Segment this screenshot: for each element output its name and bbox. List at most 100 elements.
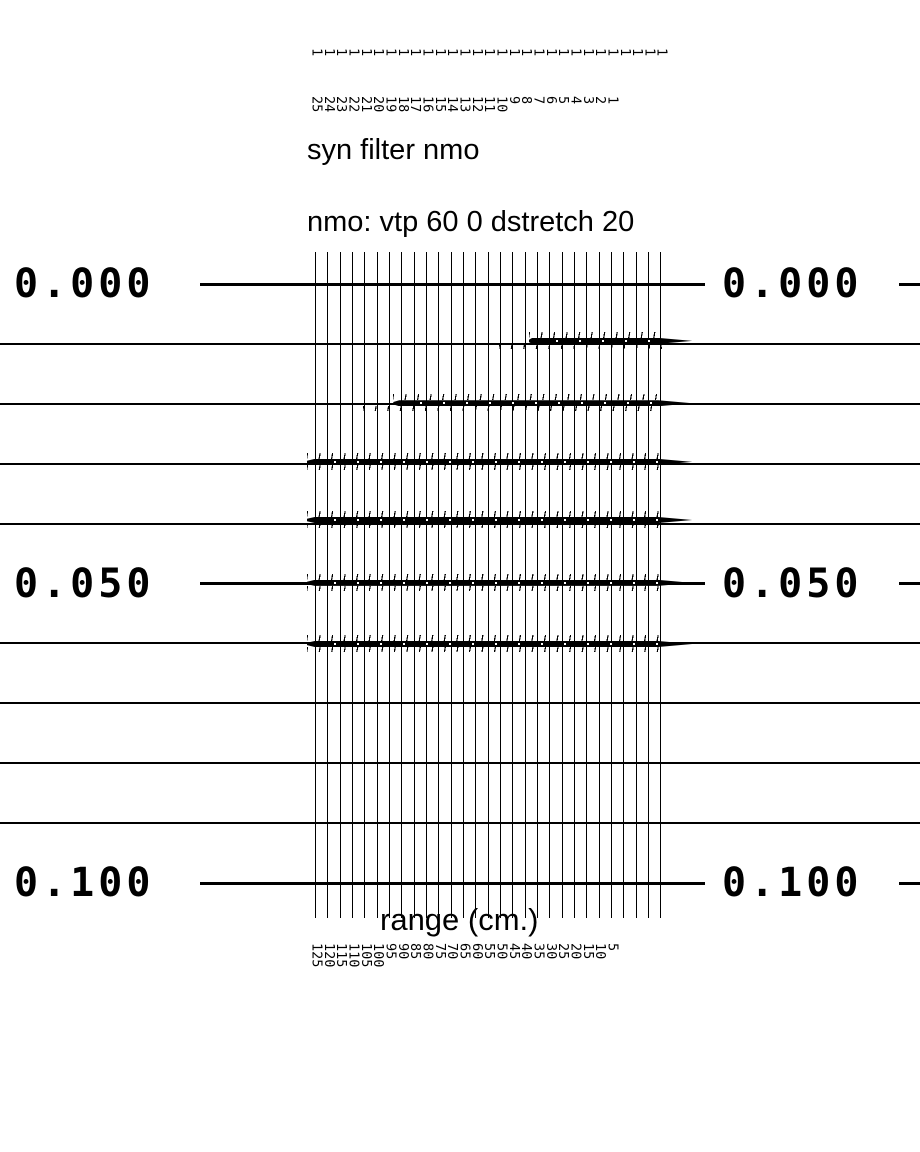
trace-header-label-top: 1 [542,48,559,57]
trace-header-label-top: 1 [431,48,448,57]
trace-range-label: 40 [518,943,535,960]
trace-range-label: 10 [592,943,609,960]
trace-header-label-mid: 5 [555,96,572,105]
trace-header-label-top: 1 [567,48,584,57]
trace-range-label: 95 [382,943,399,960]
trace-header-label-top: 1 [579,48,596,57]
wiggle-event-ticks-below [307,464,663,470]
trace-range-label: 110 [345,943,362,968]
trace-range-label: 35 [530,943,547,960]
wiggle-event-gaps [313,519,659,521]
plot-title: syn filter nmo [307,134,480,166]
trace-range-label: 100 [370,943,387,968]
trace-range-label: 15 [579,943,596,960]
trace-header-label-top: 1 [419,48,436,57]
trace-range-label: 85 [407,943,424,960]
trace-range-label: 125 [308,943,325,968]
y-axis-label-left-0.000: 0.000 [14,261,155,307]
trace-range-label: 30 [542,943,559,960]
wiggle-event-gaps [399,402,659,405]
trace-header-label-mid: 13 [456,96,473,113]
trace-header-label-mid: 1 [604,96,621,105]
trace-header-label-top: 1 [555,48,572,57]
trace-header-label-top: 1 [345,48,362,57]
gridline [0,762,920,765]
trace-header-label-top: 1 [407,48,424,57]
trace-header-label-mid: 8 [518,96,535,105]
trace-header-label-top: 1 [370,48,387,57]
trace-header-label-mid: 21 [357,96,374,113]
trace-header-label-top: 1 [456,48,473,57]
trace-header-label-mid: 12 [468,96,485,113]
wiggle-event-ticks-above [307,634,663,641]
y-axis-label-right-0.000: 0.000 [722,261,863,307]
trace-header-label-mid: 17 [407,96,424,113]
trace-header-label-top: 1 [592,48,609,57]
y-axis-label-right-0.100: 0.100 [722,860,863,906]
trace-header-label-mid: 25 [308,96,325,113]
trace-header-label-mid: 9 [505,96,522,105]
wiggle-event-ticks-above [307,573,663,580]
trace-range-label: 60 [468,943,485,960]
wiggle-event-ticks-below [307,646,663,652]
wiggle-event-ticks-above [528,331,663,338]
trace-header-label-top: 1 [333,48,350,57]
trace-range-label: 105 [357,943,374,968]
wiggle-event-gaps [313,581,659,584]
trace-header-label-top: 1 [444,48,461,57]
trace-range-label: 50 [493,943,510,960]
trace-range-label: 75 [431,943,448,960]
trace-header-label-top: 1 [530,48,547,57]
wiggle-event-ticks-above [307,511,663,517]
trace-header-label-top: 1 [518,48,535,57]
trace-header-label-top: 1 [641,48,658,57]
trace-header-label-top: 1 [481,48,498,57]
wiggle-event-ticks-below [307,523,663,528]
trace-range-label: 55 [481,943,498,960]
gridline [0,822,920,825]
trace-range-label: 120 [320,943,337,968]
trace-header-label-mid: 3 [579,96,596,105]
labeled-gridline-right-stub [899,582,920,585]
trace-header-label-top: 1 [505,48,522,57]
trace-header-label-mid: 23 [333,96,350,113]
x-axis-label: range (cm.) [380,902,539,937]
labeled-gridline [200,881,705,885]
trace-header-label-top: 1 [382,48,399,57]
wiggle-event-gaps [313,460,659,463]
trace-header-label-top: 1 [394,48,411,57]
trace-header-label-top: 1 [616,48,633,57]
y-axis-label-left-0.100: 0.100 [14,860,155,906]
trace-header-label-mid: 4 [567,96,584,105]
wiggle-event-gaps [313,642,659,645]
trace-header-label-mid: 10 [493,96,510,113]
trace-header-label-mid: 15 [431,96,448,113]
trace-range-label: 20 [567,943,584,960]
trace-header-label-mid: 24 [320,96,337,113]
y-axis-label-right-0.050: 0.050 [722,560,863,607]
trace-header-label-mid: 16 [419,96,436,113]
plot-subtitle: nmo: vtp 60 0 dstretch 20 [307,206,635,238]
labeled-gridline-right-stub [899,282,920,286]
y-axis-label-left-0.050: 0.050 [14,560,155,607]
trace-header-label-top: 1 [653,48,670,57]
trace-range-label: 115 [333,943,350,968]
trace-range-label: 65 [456,943,473,960]
trace-header-label-top: 1 [357,48,374,57]
wiggle-event-ticks-below [498,343,663,349]
wiggle-event-ticks-below [363,406,663,412]
trace-header-label-top: 1 [493,48,510,57]
wiggle-event-gaps [534,339,659,342]
trace-header-label-mid: 22 [345,96,362,113]
trace-header-label-top: 1 [604,48,621,57]
wiggle-event-ticks-above [393,394,663,401]
trace-header-label-top: 1 [308,48,325,57]
trace-header-label-mid: 2 [592,96,609,105]
labeled-gridline-right-stub [899,881,920,885]
trace-header-label-mid: 6 [542,96,559,105]
trace-header-label-mid: 18 [394,96,411,113]
trace-range-label: 70 [444,943,461,960]
trace-range-label: 45 [505,943,522,960]
trace-header-label-mid: 7 [530,96,547,105]
